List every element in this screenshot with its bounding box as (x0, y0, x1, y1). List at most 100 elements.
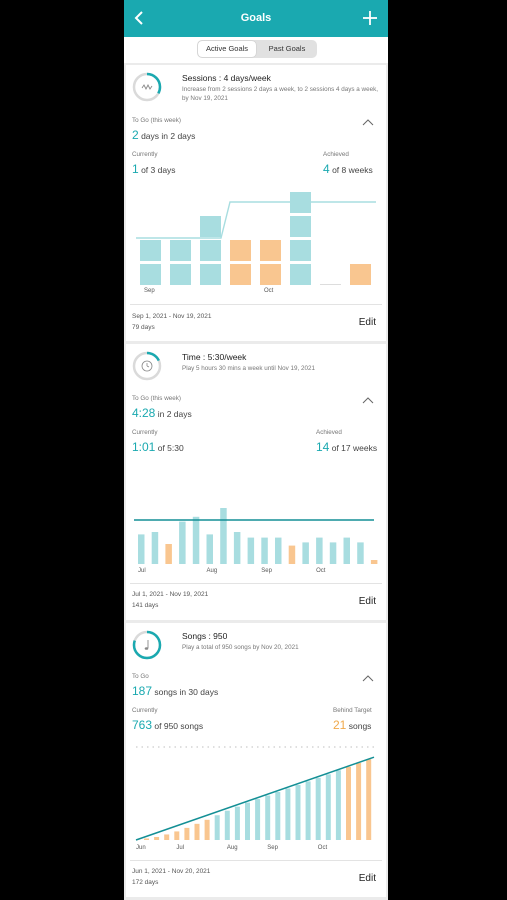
bar (285, 788, 291, 840)
bar-segment (290, 264, 311, 285)
bar (335, 770, 341, 840)
date-range: Jun 1, 2021 - Nov 20, 2021 (132, 868, 211, 875)
progress-ring (132, 72, 162, 102)
bar-segment (230, 240, 251, 261)
target-line (136, 201, 376, 239)
chevron-left-icon[interactable] (130, 8, 150, 28)
x-tick-label: Oct (318, 845, 328, 851)
page-title: Goals (240, 12, 272, 24)
bar-segment (140, 240, 161, 261)
bar (302, 542, 309, 564)
segmented-control: Active Goals Past Goals (197, 40, 317, 58)
bar (220, 508, 227, 564)
to-go-label: To Go (this week) (132, 117, 181, 124)
duration: 79 days (132, 324, 155, 331)
currently-value: 1:01 of 5:30 (132, 440, 184, 454)
x-tick-label: Sep (144, 288, 155, 294)
goal-card-time[interactable]: Time : 5:30/week Play 5 hours 30 mins a … (126, 344, 386, 620)
bar (138, 534, 145, 564)
plus-icon[interactable] (360, 7, 380, 29)
bar-segment (260, 240, 281, 261)
bar-segment (200, 216, 221, 237)
tab-active-goals[interactable]: Active Goals (198, 41, 256, 57)
bar (214, 815, 220, 840)
bar (305, 781, 311, 840)
bar (275, 537, 282, 564)
bar (261, 537, 268, 564)
divider (130, 583, 382, 584)
bar (255, 799, 261, 840)
bar (316, 537, 323, 564)
bar (206, 534, 213, 564)
bar-segment (200, 264, 221, 285)
bar (265, 795, 271, 840)
edit-button[interactable]: Edit (358, 596, 376, 607)
x-tick-label: Aug (207, 568, 218, 574)
bar (174, 831, 180, 840)
chevron-up-icon[interactable] (362, 118, 374, 126)
bar (325, 774, 331, 840)
bar (165, 544, 172, 564)
x-tick-label: Oct (316, 568, 326, 574)
goals-screen: Goals Active Goals Past Goals Sessions :… (124, 0, 388, 900)
bar (343, 537, 350, 564)
music-note-icon (144, 640, 149, 650)
tab-past-goals[interactable]: Past Goals (268, 44, 306, 53)
bar-segment (290, 216, 311, 237)
tab-bar: Active Goals Past Goals (124, 37, 388, 63)
x-tick-label: Aug (227, 845, 238, 851)
currently-value: 763 of 950 songs (132, 718, 204, 732)
bar (144, 838, 149, 840)
bar (329, 542, 337, 564)
chevron-up-icon[interactable] (362, 674, 374, 682)
sessions-icon (141, 83, 153, 91)
bar (356, 762, 362, 840)
bar (184, 827, 190, 840)
bar (295, 784, 301, 840)
clock-icon (141, 360, 153, 372)
bar (204, 819, 210, 840)
edit-button[interactable]: Edit (358, 873, 376, 884)
progress-ring (132, 630, 162, 660)
bar-segment (260, 264, 281, 285)
achieved-value: 4 of 8 weeks (323, 162, 373, 176)
achieved-label: Achieved (316, 429, 342, 436)
divider (130, 860, 382, 861)
bar (247, 537, 255, 564)
bar-segment (140, 264, 161, 285)
to-go-value: 187 songs in 30 days (132, 684, 219, 698)
bar-segment (170, 240, 191, 261)
edit-button[interactable]: Edit (358, 317, 376, 328)
to-go-value: 4:28 in 2 days (132, 406, 192, 420)
songs-chart: Jun Jul Aug Sep Oct (135, 746, 378, 851)
goal-title: Time : 5:30/week (182, 352, 247, 362)
x-tick-label: Jun (136, 845, 146, 851)
achieved-value: 14 of 17 weeks (316, 440, 378, 454)
x-tick-label: Jul (138, 568, 146, 574)
to-go-value: 2 days in 2 days (132, 128, 196, 142)
goal-title: Sessions : 4 days/week (182, 73, 271, 83)
progress-ring (132, 351, 162, 381)
bar-segment (200, 240, 221, 261)
date-range: Jul 1, 2021 - Nov 19, 2021 (132, 591, 209, 598)
to-go-label: To Go (132, 673, 149, 680)
currently-value: 1 of 3 days (132, 162, 176, 176)
goal-card-sessions[interactable]: Sessions : 4 days/week Increase from 2 s… (126, 65, 386, 341)
chevron-up-icon[interactable] (362, 396, 374, 404)
x-tick-label: Sep (261, 568, 272, 574)
behind-target-value: 21 songs (333, 718, 372, 732)
goal-card-songs[interactable]: Songs : 950 Play a total of 950 songs by… (126, 623, 386, 897)
date-range: Sep 1, 2021 - Nov 19, 2021 (132, 313, 212, 320)
goal-description: Play 5 hours 30 mins a week until Nov 19… (182, 365, 316, 372)
goal-description: Play a total of 950 songs by Nov 20, 202… (182, 644, 299, 651)
currently-label: Currently (132, 429, 158, 436)
x-tick-label: Sep (267, 845, 278, 851)
goal-description: Increase from 2 sessions 2 days a week, … (182, 86, 378, 102)
bar (154, 836, 160, 840)
bar (164, 834, 170, 840)
bar (366, 759, 372, 840)
bar (233, 532, 241, 564)
divider (130, 304, 382, 305)
x-tick-label: Jul (176, 845, 184, 851)
duration: 172 days (132, 879, 159, 886)
